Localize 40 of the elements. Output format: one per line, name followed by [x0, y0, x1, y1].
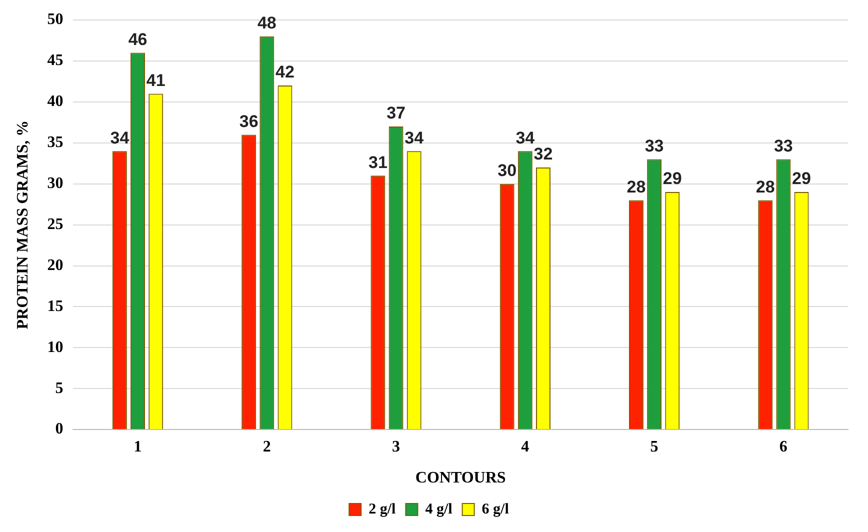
y-tick-label: 15 — [47, 298, 64, 315]
data-label: 46 — [128, 30, 148, 49]
data-label: 30 — [498, 161, 517, 180]
data-label: 34 — [110, 128, 130, 148]
y-axis-title: PROTEIN MASS GRAMS, % — [14, 120, 32, 330]
y-tick-label: 35 — [47, 134, 64, 152]
data-label: 34 — [404, 128, 424, 148]
y-tick-label: 45 — [47, 52, 64, 70]
y-tick-label: 0 — [55, 420, 64, 438]
data-label: 33 — [644, 136, 664, 156]
x-tick-label: 6 — [779, 438, 788, 456]
data-label: 34 — [516, 128, 536, 148]
legend-label: 6 g/l — [482, 501, 509, 518]
data-label: 41 — [146, 70, 166, 90]
y-tick-label: 25 — [47, 216, 64, 233]
legend-label: 2 g/l — [368, 501, 396, 518]
y-tick-label: 5 — [55, 380, 64, 397]
data-label: 28 — [626, 177, 646, 196]
y-tick-label: 20 — [47, 256, 64, 274]
data-label: 29 — [662, 169, 682, 188]
data-label: 42 — [276, 62, 294, 82]
data-label: 48 — [257, 14, 276, 33]
data-label: 32 — [534, 144, 553, 164]
y-tick-label: 30 — [47, 174, 64, 192]
x-tick-label: 1 — [134, 438, 142, 456]
data-label: 28 — [756, 177, 775, 196]
y-tick-label: 10 — [47, 338, 64, 356]
data-label: 36 — [239, 112, 258, 131]
data-label: 31 — [368, 152, 388, 172]
data-label: 37 — [386, 104, 406, 123]
data-label: 29 — [792, 169, 811, 188]
x-tick-label: 5 — [650, 438, 658, 456]
x-tick-label: 4 — [521, 438, 530, 456]
y-tick-label: 40 — [47, 93, 64, 110]
legend-label: 4 g/l — [425, 501, 452, 518]
data-label: 33 — [774, 136, 793, 156]
x-tick-label: 3 — [392, 438, 400, 456]
y-tick-label: 50 — [47, 11, 64, 28]
x-tick-label: 2 — [262, 438, 271, 456]
x-axis-title: CONTOURS — [415, 470, 506, 487]
